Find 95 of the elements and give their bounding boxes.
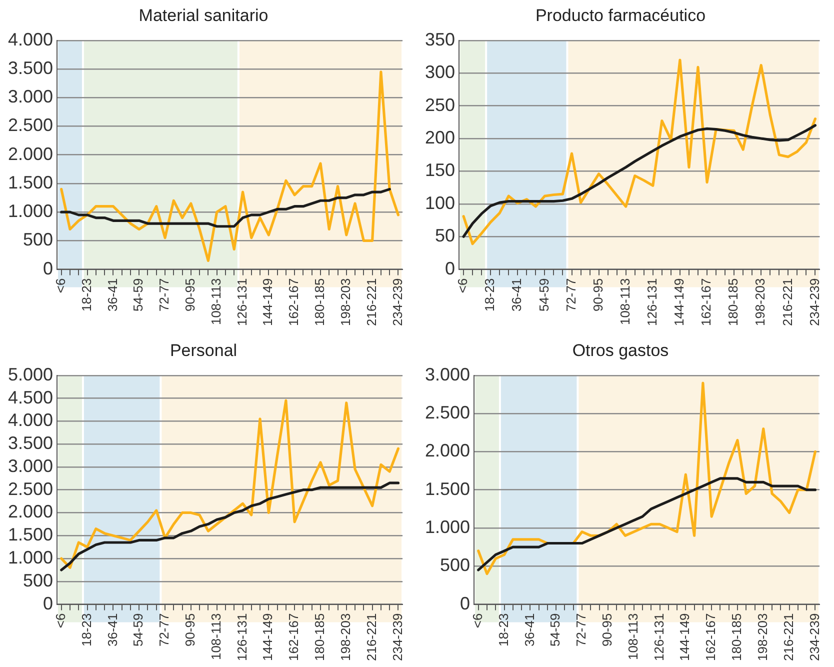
y-tick-label: 2.000 [8, 502, 54, 522]
x-tick-label: 18-23 [496, 613, 511, 647]
y-tick-label: 250 [424, 94, 456, 115]
x-tick-label: 180-185 [726, 278, 741, 326]
x-tick-label: 198-203 [752, 278, 768, 326]
x-tick-label: 72-77 [574, 613, 589, 647]
x-tick-label: <6 [52, 613, 68, 628]
x-tick-label: 36-41 [104, 613, 120, 647]
y-tick-label: 2.500 [8, 115, 54, 136]
x-tick-label: 126-131 [234, 278, 250, 326]
x-tick-label: 216-221 [364, 278, 379, 326]
y-tick-label: 50 [435, 226, 456, 246]
x-tick-label: 54-59 [130, 278, 146, 312]
x-tick-label: 36-41 [509, 278, 524, 312]
y-tick-label: 4.500 [8, 387, 54, 408]
y-tick-label: 3.000 [8, 456, 54, 476]
x-tick-label: <6 [455, 278, 470, 294]
x-tick-label: 180-185 [312, 613, 328, 662]
x-tick-label: 72-77 [156, 613, 172, 647]
y-tick-label: 1.000 [8, 201, 54, 222]
y-tick-label: 3.500 [8, 58, 54, 78]
y-tick-label: 3.500 [8, 433, 54, 454]
x-tick-label: 126-131 [651, 613, 666, 662]
y-tick-label: 1.500 [8, 524, 54, 545]
chart-title: Personal [170, 340, 238, 360]
y-tick-label: 3.000 [8, 86, 54, 107]
y-tick-label: 2.500 [8, 478, 54, 499]
x-tick-label: <6 [470, 613, 485, 628]
x-tick-label: 36-41 [104, 278, 120, 312]
x-tick-label: 18-23 [78, 278, 94, 312]
y-tick-label: 4.000 [8, 410, 54, 430]
x-tick-label: 126-131 [234, 613, 250, 662]
x-tick-label: 216-221 [364, 613, 379, 662]
x-tick-label: 108-113 [625, 613, 640, 660]
x-tick-label: 162-167 [698, 278, 714, 326]
x-tick-label: 90-95 [590, 278, 606, 312]
y-tick-label: 2.000 [8, 144, 54, 164]
x-tick-label: 36-41 [522, 613, 537, 647]
y-tick-label: 1.000 [424, 516, 470, 537]
x-tick-label: 198-203 [338, 278, 353, 326]
x-tick-label: 234-239 [390, 613, 405, 662]
y-tick-label: 500 [22, 230, 54, 250]
x-tick-label: 234-239 [806, 613, 822, 662]
x-tick-label: 108-113 [208, 278, 224, 326]
y-tick-label: 1.500 [424, 478, 470, 499]
x-tick-label: 108-113 [617, 278, 632, 326]
x-tick-label: 144-149 [677, 613, 692, 662]
x-tick-label: 216-221 [780, 278, 795, 326]
y-tick-label: 2.500 [424, 402, 470, 423]
x-tick-label: 180-185 [729, 613, 744, 662]
y-tick-label: 3.000 [424, 364, 470, 384]
x-tick-label: 18-23 [482, 278, 498, 312]
chart-title: Producto farmacéutico [535, 6, 706, 25]
x-tick-label: 162-167 [703, 613, 718, 662]
x-tick-label: 18-23 [78, 613, 94, 647]
x-tick-label: 90-95 [182, 278, 198, 312]
y-tick-label: 100 [424, 192, 456, 213]
x-tick-label: 234-239 [390, 278, 405, 326]
x-tick-label: 54-59 [548, 613, 563, 647]
y-tick-label: 4.000 [8, 29, 54, 50]
x-tick-label: 216-221 [780, 613, 796, 662]
x-tick-label: 90-95 [600, 613, 615, 647]
x-tick-label: 144-149 [260, 613, 276, 662]
chart-title: Otros gastos [572, 340, 669, 360]
y-tick-label: 0 [460, 593, 470, 614]
x-tick-label: 108-113 [208, 613, 224, 660]
x-tick-label: 90-95 [182, 613, 198, 647]
y-tick-label: 1.000 [8, 547, 54, 568]
y-tick-label: 5.000 [8, 364, 54, 384]
x-tick-label: 144-149 [260, 278, 276, 326]
y-tick-label: 1.500 [8, 172, 54, 192]
x-tick-label: 198-203 [338, 613, 353, 662]
y-tick-label: 500 [440, 555, 470, 576]
x-tick-label: 180-185 [312, 278, 328, 326]
y-tick-label: 2.000 [424, 440, 470, 461]
x-tick-label: <6 [52, 278, 68, 294]
y-tick-label: 200 [424, 127, 456, 148]
y-tick-label: 300 [424, 62, 456, 82]
x-tick-label: 72-77 [156, 278, 172, 312]
x-tick-label: 162-167 [286, 278, 302, 326]
chart-title: Material sanitario [138, 6, 268, 25]
y-tick-label: 350 [424, 29, 456, 50]
y-tick-label: 500 [22, 570, 54, 590]
x-tick-label: 234-239 [806, 278, 822, 326]
x-tick-label: 144-149 [672, 278, 687, 326]
x-tick-label: 198-203 [754, 613, 770, 662]
x-tick-label: 72-77 [563, 278, 578, 312]
x-tick-label: 162-167 [286, 613, 302, 662]
x-tick-label: 54-59 [536, 278, 552, 312]
x-tick-label: 54-59 [130, 613, 146, 647]
y-tick-label: 0 [43, 258, 54, 278]
y-tick-label: 0 [43, 593, 54, 614]
y-tick-label: 0 [445, 258, 456, 278]
y-tick-label: 150 [424, 160, 456, 180]
x-tick-label: 126-131 [644, 278, 660, 326]
